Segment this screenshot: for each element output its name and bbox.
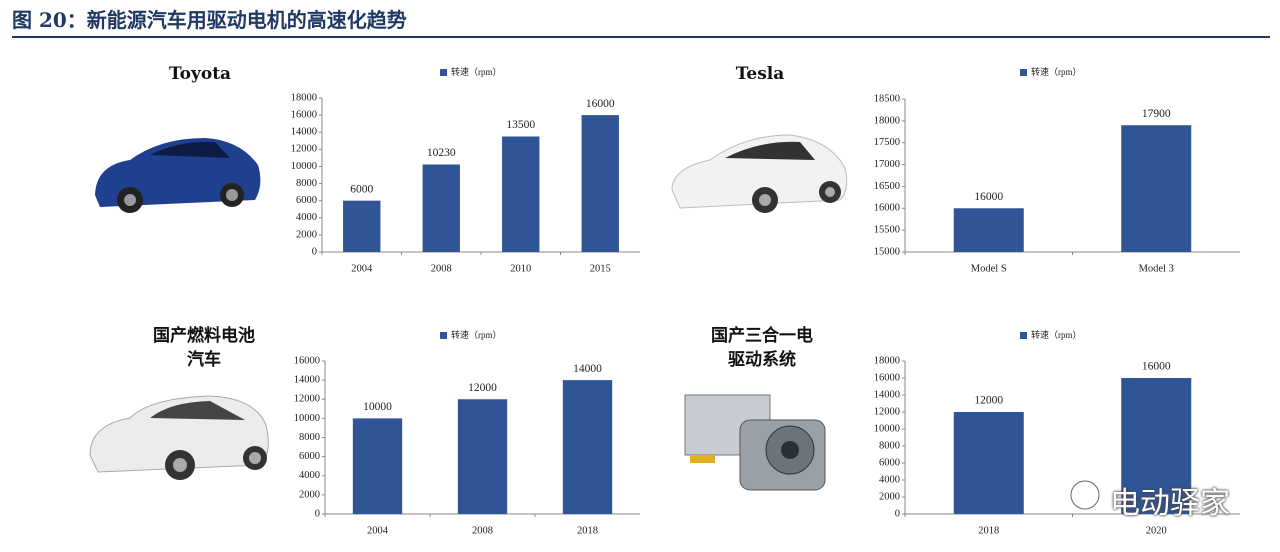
y-tick-label: 0 [895,508,900,519]
y-tick-label: 18000 [874,355,900,366]
y-tick-label: 17000 [874,159,900,170]
x-tick-label: 2018 [978,525,999,536]
watermark-icon [1069,479,1101,511]
value-label: 10000 [363,401,392,413]
bar [562,380,613,514]
legend-label: 转速（rpm） [451,66,502,77]
y-tick-label: 18000 [874,115,900,126]
y-tick-label: 4000 [296,212,317,223]
y-tick-label: 2000 [299,489,320,500]
y-tick-label: 18500 [874,93,900,104]
y-tick-label: 8000 [299,432,320,443]
y-tick-label: 15500 [874,225,900,236]
x-tick-label: 2018 [577,525,598,536]
x-tick-label: 2020 [1146,525,1167,536]
value-label: 16000 [1142,361,1171,373]
y-tick-label: 6000 [296,195,317,206]
y-tick-label: 12000 [874,406,900,417]
legend-label: 转速（rpm） [1031,329,1082,340]
bar [422,164,460,252]
y-tick-label: 18000 [291,92,317,103]
bar [1121,125,1192,252]
y-tick-label: 0 [312,246,317,257]
x-tick-label: 2008 [431,263,452,274]
x-tick-label: 2004 [367,525,389,536]
watermark: 电动驿家 [1110,486,1230,521]
x-tick-label: 2008 [472,525,493,536]
y-tick-label: 6000 [879,457,900,468]
legend-swatch [1020,332,1027,339]
value-label: 14000 [573,363,602,375]
figure-title: 图 20：新能源汽车用驱动电机的高速化趋势 [12,8,407,32]
legend-swatch [440,332,447,339]
bar [953,412,1024,514]
legend-label: 转速（rpm） [1031,66,1082,77]
y-tick-label: 4000 [299,470,320,481]
y-tick-label: 6000 [299,451,320,462]
y-tick-label: 16000 [874,372,900,383]
bar [1121,378,1192,514]
value-label: 17900 [1142,108,1171,120]
y-tick-label: 8000 [296,178,317,189]
y-tick-label: 0 [315,508,320,519]
y-tick-label: 17500 [874,137,900,148]
y-tick-label: 16500 [874,181,900,192]
x-tick-label: 2015 [590,263,611,274]
y-tick-label: 14000 [874,389,900,400]
value-label: 12000 [468,382,497,394]
value-label: 16000 [974,191,1003,203]
y-tick-label: 14000 [294,375,320,386]
legend-swatch [1020,69,1027,76]
x-tick-label: Model 3 [1139,263,1174,274]
legend-swatch [440,69,447,76]
value-label: 16000 [586,98,615,110]
y-tick-label: 12000 [294,394,320,405]
x-tick-label: Model S [971,263,1007,274]
y-tick-label: 10000 [294,413,320,424]
y-tick-label: 10000 [874,423,900,434]
car-image [95,138,261,213]
panel-label: Tesla [735,64,785,84]
bar [352,418,403,514]
y-tick-label: 4000 [879,474,900,485]
car-image [89,395,269,480]
y-tick-label: 14000 [291,127,317,138]
motor-image [684,394,826,491]
y-tick-label: 15000 [874,246,900,257]
value-label: 12000 [974,395,1003,407]
car-image [671,134,848,213]
panel-label: Toyota [168,64,232,84]
x-tick-label: 2004 [351,263,373,274]
legend-label: 转速（rpm） [451,329,502,340]
panel-label: 国产三合一电驱动系统 [711,326,813,370]
y-tick-label: 12000 [291,144,317,155]
bar [953,208,1024,252]
value-label: 10230 [427,147,456,159]
value-label: 13500 [506,119,535,131]
y-tick-label: 10000 [291,161,317,172]
bar [581,115,619,252]
bar [502,136,540,252]
bar [343,200,381,252]
y-tick-label: 16000 [874,203,900,214]
x-tick-label: 2010 [510,263,531,274]
value-label: 6000 [350,183,373,195]
y-tick-label: 8000 [879,440,900,451]
panel-label: 国产燃料电池汽车 [153,326,255,370]
bar [457,399,508,514]
y-tick-label: 2000 [296,229,317,240]
y-tick-label: 16000 [291,110,317,121]
y-tick-label: 16000 [294,355,320,366]
y-tick-label: 2000 [879,491,900,502]
